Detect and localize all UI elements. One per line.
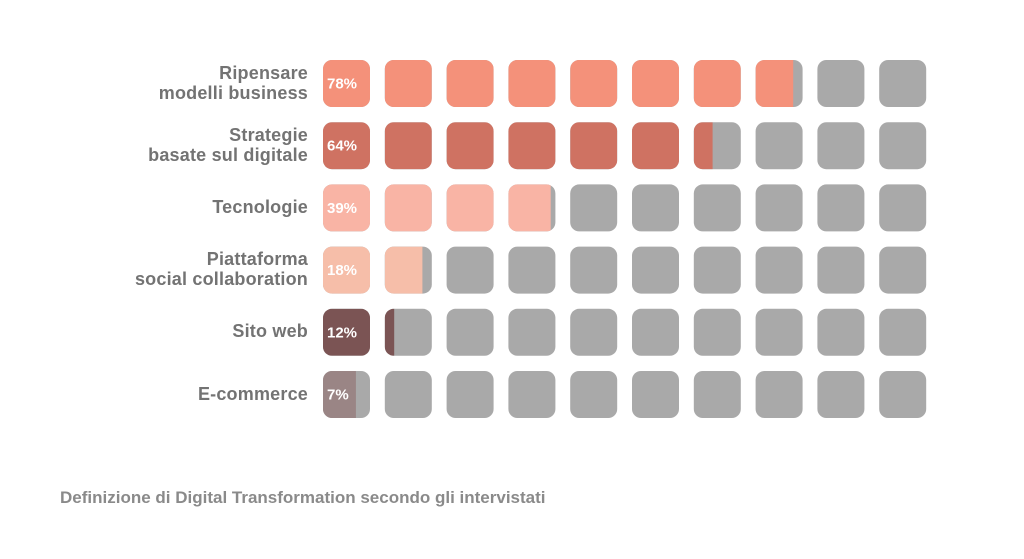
empty-cell [879,246,927,294]
empty-cell [817,60,865,107]
value-label: 64% [327,138,357,155]
empty-cell [693,371,741,418]
empty-cell [817,371,865,418]
empty-cell [817,184,865,232]
empty-cell [632,246,679,294]
empty-cell [879,60,927,107]
category-label: Strategie basate sul digitale [148,124,308,165]
empty-cell [817,122,865,170]
value-label: 12% [327,324,357,341]
value-label: 18% [327,262,357,279]
value-cells [323,122,713,170]
caption: Definizione di Digital Transformation se… [60,488,546,507]
empty-cell [384,371,432,418]
empty-cell [446,246,494,294]
empty-cell [632,308,679,356]
category-label: Ripensare modelli business [158,62,308,103]
empty-cell [570,308,618,356]
empty-cell [570,371,618,418]
empty-cell [817,246,865,294]
empty-cell [879,122,927,170]
empty-cell [570,184,618,232]
category-label: Piattaforma social collaboration [134,249,308,290]
empty-cell [879,371,927,418]
category-label: Sito web [232,321,308,342]
empty-cell [508,308,556,356]
empty-cell [632,184,679,232]
empty-cell [632,371,679,418]
empty-cell [879,308,927,356]
empty-cell [384,308,432,356]
empty-cell [879,184,927,232]
empty-cell [693,184,741,232]
value-label: 78% [327,75,357,92]
empty-cell [755,184,803,232]
empty-cell [755,246,803,294]
empty-cell [508,246,556,294]
value-cells [323,184,551,232]
value-label: 39% [327,200,357,217]
value-cells [323,371,356,418]
empty-cell [755,371,803,418]
category-label: Tecnologie [212,196,308,217]
category-label: E-commerce [197,383,308,404]
value-cells [323,246,423,294]
empty-cell [446,371,494,418]
empty-cell [755,308,803,356]
empty-cell [693,246,741,294]
value-label: 7% [327,386,349,403]
empty-cell [570,246,618,294]
empty-cell [755,122,803,170]
empty-cell [508,371,556,418]
empty-cell [693,308,741,356]
value-cells [323,308,395,356]
value-cells [323,60,794,107]
empty-cell [446,308,494,356]
empty-cell [817,308,865,356]
